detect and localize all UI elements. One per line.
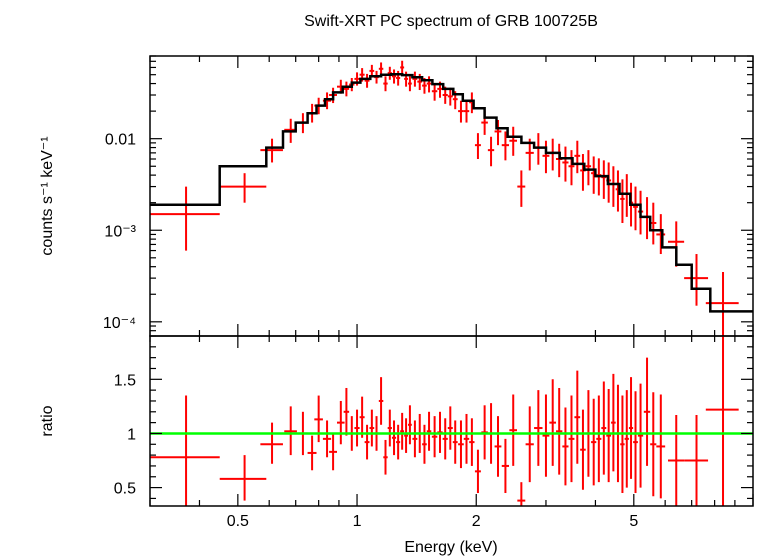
top-y-axis-label: counts s⁻¹ keV⁻¹: [39, 136, 56, 255]
bottom-y-axis-label: ratio: [39, 405, 56, 436]
y-tick-label: 1: [127, 426, 136, 443]
top-panel-frame: [149, 55, 754, 337]
top-series-layer: [150, 60, 753, 336]
top-panel: 10⁻⁴ 10⁻³ 0.01 counts s⁻¹ keV⁻¹: [39, 55, 754, 337]
bottom-panel-frame: [149, 335, 754, 507]
y-tick-label: 1.5: [114, 372, 136, 389]
y-tick-label: 0.5: [114, 481, 136, 498]
chart-title: Swift-XRT PC spectrum of GRB 100725B: [304, 13, 598, 30]
bottom-panel: 0.5 1 2 5 0.5 1 1.5 ratio: [39, 335, 754, 530]
bottom-axes-layer: 0.5 1 2 5 0.5 1 1.5: [114, 336, 754, 530]
top-axes-layer: 10⁻⁴ 10⁻³ 0.01: [103, 55, 754, 337]
x-tick-label: 1: [353, 513, 362, 530]
y-tick-label: 0.01: [105, 132, 136, 149]
model-step-line: [150, 73, 753, 313]
y-tick-label: 10⁻³: [104, 223, 136, 240]
x-tick-label: 5: [629, 513, 638, 530]
y-tick-label: 10⁻⁴: [103, 315, 136, 332]
x-axis-label: Energy (keV): [404, 539, 497, 556]
x-tick-label: 2: [472, 513, 481, 530]
bottom-series-layer: [150, 336, 753, 506]
x-tick-label: 0.5: [227, 513, 249, 530]
